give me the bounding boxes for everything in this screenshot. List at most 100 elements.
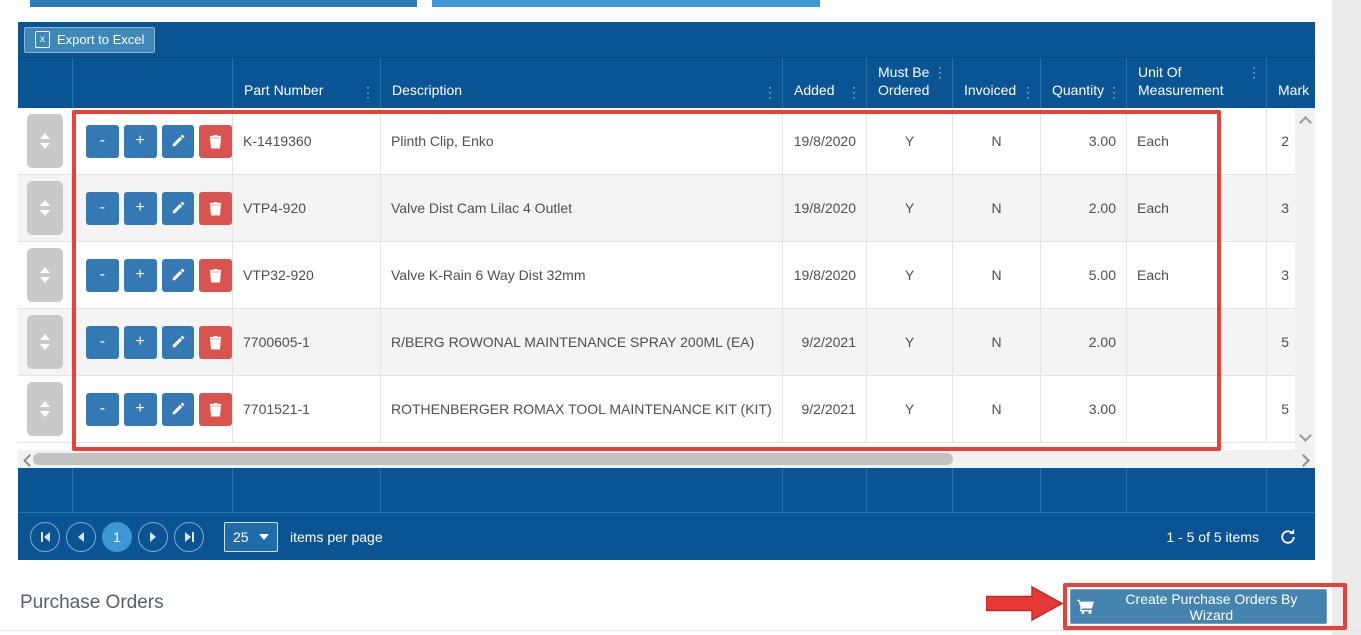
trash-icon bbox=[210, 201, 222, 215]
horizontal-scroll-thumb[interactable] bbox=[33, 453, 953, 465]
row-drag-handle[interactable] bbox=[27, 315, 63, 369]
scroll-up-icon[interactable] bbox=[1299, 116, 1312, 129]
header-must-be-ordered[interactable]: Must Be Ordered ⋮ bbox=[866, 58, 952, 108]
cell-must-be-ordered: Y bbox=[866, 175, 952, 241]
header-part-number[interactable]: Part Number ⋮ bbox=[232, 58, 380, 108]
last-page-button[interactable] bbox=[174, 521, 204, 552]
column-menu-icon[interactable]: ⋮ bbox=[933, 64, 947, 80]
header-unit-of-measurement[interactable]: Unit Of Measurement ⋮ bbox=[1126, 58, 1266, 108]
delete-row-button[interactable] bbox=[199, 325, 232, 359]
column-menu-icon[interactable]: ⋮ bbox=[847, 84, 861, 100]
column-menu-icon[interactable]: ⋮ bbox=[1021, 84, 1035, 100]
scroll-down-icon[interactable] bbox=[1299, 429, 1312, 442]
increase-quantity-button[interactable]: + bbox=[123, 191, 157, 225]
row-actions-cell: - + bbox=[72, 175, 232, 241]
delete-row-button[interactable] bbox=[199, 392, 232, 426]
edit-row-button[interactable] bbox=[161, 392, 195, 426]
excel-file-icon: x bbox=[35, 31, 50, 48]
decrease-quantity-button[interactable]: - bbox=[86, 191, 119, 225]
cell-quantity: 2.00 bbox=[1040, 175, 1126, 241]
drag-cell bbox=[18, 242, 72, 308]
delete-row-button[interactable] bbox=[199, 124, 232, 158]
grid-vertical-scrollbar[interactable] bbox=[1295, 108, 1315, 450]
pager-range-label: 1 - 5 of 5 items bbox=[1166, 528, 1259, 545]
row-actions-cell: - + bbox=[72, 108, 232, 174]
row-drag-handle[interactable] bbox=[27, 248, 63, 302]
page-1-button[interactable]: 1 bbox=[102, 521, 132, 552]
header-invoiced[interactable]: Invoiced ⋮ bbox=[952, 58, 1040, 108]
edit-row-button[interactable] bbox=[161, 191, 195, 225]
row-drag-handle[interactable] bbox=[27, 114, 63, 168]
drag-up-icon bbox=[40, 200, 50, 206]
cell-part-number: 7701521-1 bbox=[232, 376, 380, 442]
edit-row-button[interactable] bbox=[161, 258, 195, 292]
header-markup-label: Mark bbox=[1278, 81, 1310, 98]
cell-description: Valve K-Rain 6 Way Dist 32mm bbox=[380, 242, 782, 308]
previous-page-button[interactable] bbox=[66, 521, 96, 552]
drag-cell bbox=[18, 309, 72, 375]
edit-row-button[interactable] bbox=[161, 124, 195, 158]
header-description[interactable]: Description ⋮ bbox=[380, 58, 782, 108]
header-added[interactable]: Added ⋮ bbox=[782, 58, 866, 108]
scroll-right-icon[interactable] bbox=[1297, 454, 1310, 467]
trash-icon bbox=[210, 134, 222, 148]
header-markup[interactable]: Mark bbox=[1266, 58, 1315, 108]
page-scrollbar-track[interactable] bbox=[1332, 0, 1361, 635]
increase-quantity-button[interactable]: + bbox=[123, 258, 157, 292]
previous-page-icon bbox=[78, 531, 84, 542]
page-size-select[interactable]: 25 bbox=[224, 521, 278, 552]
increase-quantity-button[interactable]: + bbox=[123, 392, 157, 426]
decrease-quantity-button[interactable]: - bbox=[86, 124, 119, 158]
column-menu-icon[interactable]: ⋮ bbox=[1107, 84, 1121, 100]
trash-icon bbox=[210, 268, 222, 282]
cell-markup: 5 bbox=[1266, 376, 1295, 442]
drag-cell bbox=[18, 376, 72, 442]
row-drag-handle[interactable] bbox=[27, 382, 63, 436]
header-quantity[interactable]: Quantity ⋮ bbox=[1040, 58, 1126, 108]
create-purchase-orders-by-wizard-button[interactable]: Create Purchase Orders By Wizard bbox=[1070, 589, 1327, 624]
cell-unit: Each bbox=[1126, 242, 1266, 308]
cell-quantity: 3.00 bbox=[1040, 376, 1126, 442]
first-page-button[interactable] bbox=[30, 521, 60, 552]
row-drag-handle[interactable] bbox=[27, 181, 63, 235]
cell-must-be-ordered: Y bbox=[866, 376, 952, 442]
refresh-button[interactable] bbox=[1279, 528, 1297, 546]
decrease-quantity-button[interactable]: - bbox=[86, 392, 119, 426]
parts-grid: x Export to Excel Part Number ⋮ Descript… bbox=[18, 22, 1315, 560]
first-page-icon bbox=[43, 531, 50, 542]
edit-row-button[interactable] bbox=[161, 325, 195, 359]
cell-must-be-ordered: Y bbox=[866, 108, 952, 174]
cell-quantity: 3.00 bbox=[1040, 108, 1126, 174]
row-actions-cell: - + bbox=[72, 309, 232, 375]
grid-body: - + K-1419360 Plinth Clip, Enko 19/8/202… bbox=[18, 108, 1295, 450]
increase-quantity-button[interactable]: + bbox=[123, 325, 157, 359]
pencil-icon bbox=[172, 268, 185, 281]
top-tab-indicator-1[interactable] bbox=[30, 0, 417, 7]
top-tab-indicator-2[interactable] bbox=[432, 0, 820, 7]
next-page-button[interactable] bbox=[138, 521, 168, 552]
decrease-quantity-button[interactable]: - bbox=[86, 258, 119, 292]
decrease-quantity-button[interactable]: - bbox=[86, 325, 119, 359]
cell-added: 19/8/2020 bbox=[782, 242, 866, 308]
next-page-icon bbox=[150, 531, 156, 542]
export-to-excel-button[interactable]: x Export to Excel bbox=[24, 26, 156, 53]
trash-icon bbox=[210, 335, 222, 349]
delete-row-button[interactable] bbox=[199, 258, 232, 292]
increase-quantity-button[interactable]: + bbox=[123, 124, 157, 158]
column-menu-icon[interactable]: ⋮ bbox=[361, 84, 375, 100]
pencil-icon bbox=[172, 335, 185, 348]
cell-markup: 3 bbox=[1266, 175, 1295, 241]
delete-row-button[interactable] bbox=[199, 191, 232, 225]
cell-added: 19/8/2020 bbox=[782, 108, 866, 174]
drag-down-icon bbox=[40, 210, 50, 216]
cell-markup: 3 bbox=[1266, 242, 1295, 308]
drag-cell bbox=[18, 175, 72, 241]
table-row: - + K-1419360 Plinth Clip, Enko 19/8/202… bbox=[18, 108, 1295, 175]
table-row: - + 7701521-1 ROTHENBERGER ROMAX TOOL MA… bbox=[18, 376, 1295, 443]
column-menu-icon[interactable]: ⋮ bbox=[763, 84, 777, 100]
column-menu-icon[interactable]: ⋮ bbox=[1247, 64, 1261, 80]
cell-part-number: VTP32-920 bbox=[232, 242, 380, 308]
grid-horizontal-scrollbar[interactable] bbox=[18, 450, 1315, 468]
chevron-down-icon bbox=[259, 533, 269, 540]
